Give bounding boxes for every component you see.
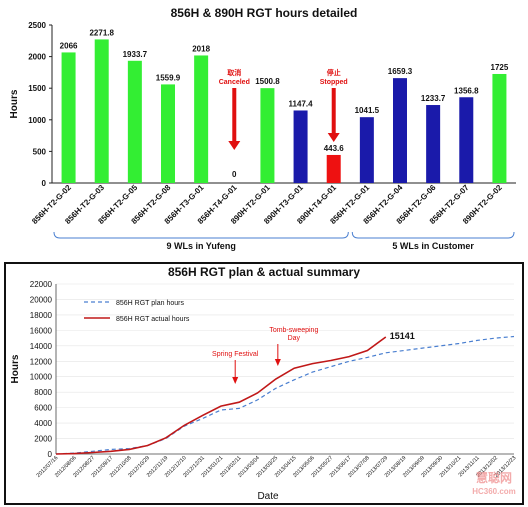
series-line [55,336,387,455]
annotation-text: Canceled [219,79,250,86]
bar-value-label: 1356.8 [454,86,479,95]
bar-value-label: 0 [232,170,237,179]
bar [94,39,109,183]
bar [426,105,441,183]
group-bracket [53,231,349,239]
down-arrow-shaft [232,88,237,142]
group-bracket [351,231,515,239]
y-tick-label: 14000 [30,342,53,351]
y-tick-label: 1500 [28,84,46,93]
bar-value-label: 2066 [60,41,78,50]
y-tick-label: 10000 [30,373,53,382]
bar [194,55,209,183]
y-tick-label: 1000 [28,116,46,125]
y-tick-label: 2500 [28,21,46,30]
bar-value-label: 1500.8 [255,77,280,86]
bar [359,117,374,183]
annotation-text: Stopped [320,79,348,86]
bar-value-label: 1041.5 [355,106,380,115]
y-tick-label: 2000 [28,53,46,62]
annotation-tomb-sweeping: Tomb-sweeping [269,327,318,334]
bar-value-label: 1147.4 [289,99,314,108]
down-arrow-head [228,141,241,150]
down-arrow-head [327,133,340,142]
bar-value-label: 2018 [192,44,210,53]
chart-title: 856H & 890H RGT hours detailed [171,6,358,20]
annotation-arrow-head [274,359,281,366]
y-tick-label: 20000 [30,295,53,304]
legend-label: 856H RGT actual hours [116,316,190,323]
y-tick-label: 22000 [30,280,53,289]
bar [393,78,407,183]
rgt-hours-bar-chart: 856H & 890H RGT hours detailed Hours 0 500 1… [9,6,516,251]
y-tick-label: 2000 [34,435,52,444]
bar [459,97,474,183]
legend-label: 856H RGT plan hours [116,300,184,307]
watermark-en: HC360.com [472,487,516,496]
annotation-tomb-sweeping-day: Day [288,335,301,342]
y-tick-label: 8000 [34,388,52,397]
bar-value-label: 1233.7 [421,94,446,103]
bar-value-label: 1725 [491,63,509,72]
x-axis-label: Date [257,491,279,502]
bar-value-label: 443.6 [324,144,345,153]
bar [326,154,341,183]
y-axis-label: Hours [9,89,20,118]
y-tick-label: 12000 [30,357,53,366]
line-chart-svg: 856H RGT plan & actual summary Hours Date 0… [10,265,517,502]
group-label: 9 WLs in Yufeng [166,241,235,251]
y-tick-label: 0 [48,450,53,459]
bar-value-label: 1933.7 [123,50,148,59]
y-tick-label: 18000 [30,311,53,320]
y-tick-label: 4000 [34,419,52,428]
y-axis-label: Hours [10,354,21,383]
y-tick-label: 6000 [34,404,52,413]
rgt-summary-line-chart: 856H RGT plan & actual summary Hours Date 0… [4,262,524,505]
series-line [55,335,515,455]
bar-chart-svg: 856H & 890H RGT hours detailed Hours 0 500 1… [9,6,516,251]
bar [492,73,507,183]
annotation-arrow-head [232,377,239,384]
bar [260,88,275,183]
bar-value-label: 1659.3 [388,67,413,76]
chart-title: 856H RGT plan & actual summary [168,265,360,279]
final-value-label: 15141 [390,331,415,341]
y-tick-label: 16000 [30,326,53,335]
bar [293,110,308,183]
annotation-text: 取消 [227,68,241,77]
annotation-text: 停止 [327,68,341,77]
bar [61,52,76,183]
group-label: 5 WLs in Customer [392,241,474,251]
watermark-cn: 慧聪网 [476,470,512,485]
bar-value-label: 2271.8 [89,28,114,37]
bar [161,84,175,183]
annotation-spring-festival: Spring Festival [212,351,259,358]
down-arrow-shaft [331,88,336,134]
bar-value-label: 1559.9 [156,73,181,82]
y-tick-label: 0 [42,179,47,188]
y-tick-label: 500 [33,147,47,156]
bar [127,60,142,183]
